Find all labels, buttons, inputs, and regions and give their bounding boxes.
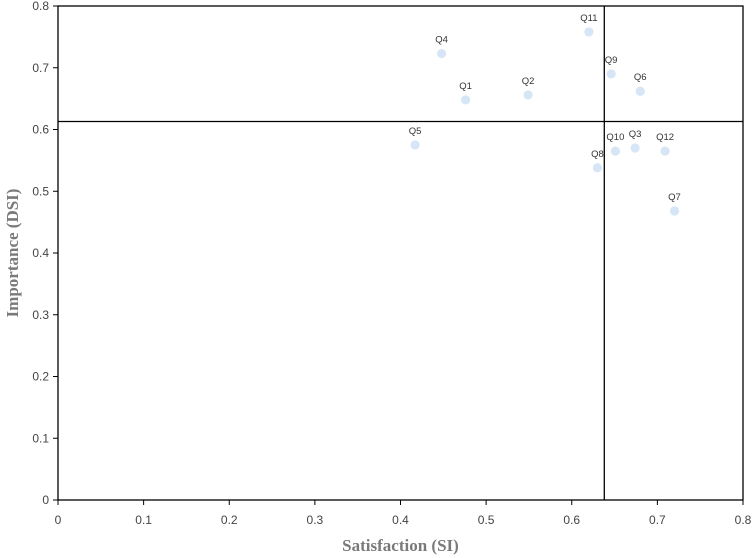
y-tick-label: 0.7 <box>32 61 49 75</box>
x-axis-title: Satisfaction (SI) <box>342 536 459 555</box>
data-point <box>584 27 594 37</box>
y-tick-label: 0.8 <box>32 0 49 13</box>
data-point-label: Q5 <box>409 126 422 137</box>
y-tick-label: 0.6 <box>32 123 49 137</box>
y-tick-label: 0.3 <box>32 308 49 322</box>
data-point-label: Q8 <box>591 149 604 160</box>
x-tick-label: 0.3 <box>307 513 324 527</box>
data-point <box>630 143 640 153</box>
data-point <box>460 95 471 105</box>
data-point-label: Q9 <box>605 55 618 66</box>
data-point-label: Q11 <box>580 13 597 24</box>
y-tick-label: 0.2 <box>32 370 49 384</box>
data-point <box>437 48 447 59</box>
x-tick-label: 0 <box>55 513 62 527</box>
x-tick-label: 0.7 <box>649 513 666 527</box>
data-point-label: Q10 <box>606 132 624 143</box>
data-point-label: Q2 <box>522 76 535 87</box>
data-point <box>606 69 616 79</box>
x-tick-label: 0.8 <box>735 513 752 527</box>
x-tick-label: 0.1 <box>135 513 152 527</box>
data-point-label: Q4 <box>435 35 448 46</box>
y-tick-label: 0.4 <box>32 246 49 260</box>
data-point-label: Q6 <box>634 72 647 83</box>
x-tick-label: 0.5 <box>478 513 495 527</box>
y-tick-label: 0 <box>42 493 49 507</box>
data-point-label: Q1 <box>459 81 472 92</box>
plot-frame <box>57 5 744 501</box>
data-point <box>610 146 621 156</box>
y-axis-title: Importance (DSI) <box>3 189 22 318</box>
y-tick-label: 0.1 <box>32 431 49 445</box>
data-point <box>410 140 420 150</box>
x-tick-label: 0.6 <box>563 513 580 527</box>
data-point <box>592 163 603 173</box>
data-point <box>523 90 533 100</box>
x-tick-label: 0.2 <box>221 513 238 527</box>
data-point-label: Q7 <box>668 192 681 203</box>
data-points: Q1 Q2 Q3 Q4 Q5 Q6 Q7 Q8 Q9 Q10 Q11 Q12 <box>409 13 681 216</box>
x-tick-label: 0.4 <box>392 513 409 527</box>
data-point-label: Q3 <box>629 129 642 140</box>
data-point <box>660 146 670 156</box>
data-point <box>669 206 680 216</box>
y-tick-label: 0.5 <box>32 184 49 198</box>
data-point-label: Q12 <box>656 132 674 143</box>
axis-ticks: 0 0.1 0.2 0.3 0.4 0.5 0.6 0.7 0.8 0 0.1 0.2 0.3 0.4 0.… <box>32 0 751 527</box>
data-point <box>635 86 645 96</box>
